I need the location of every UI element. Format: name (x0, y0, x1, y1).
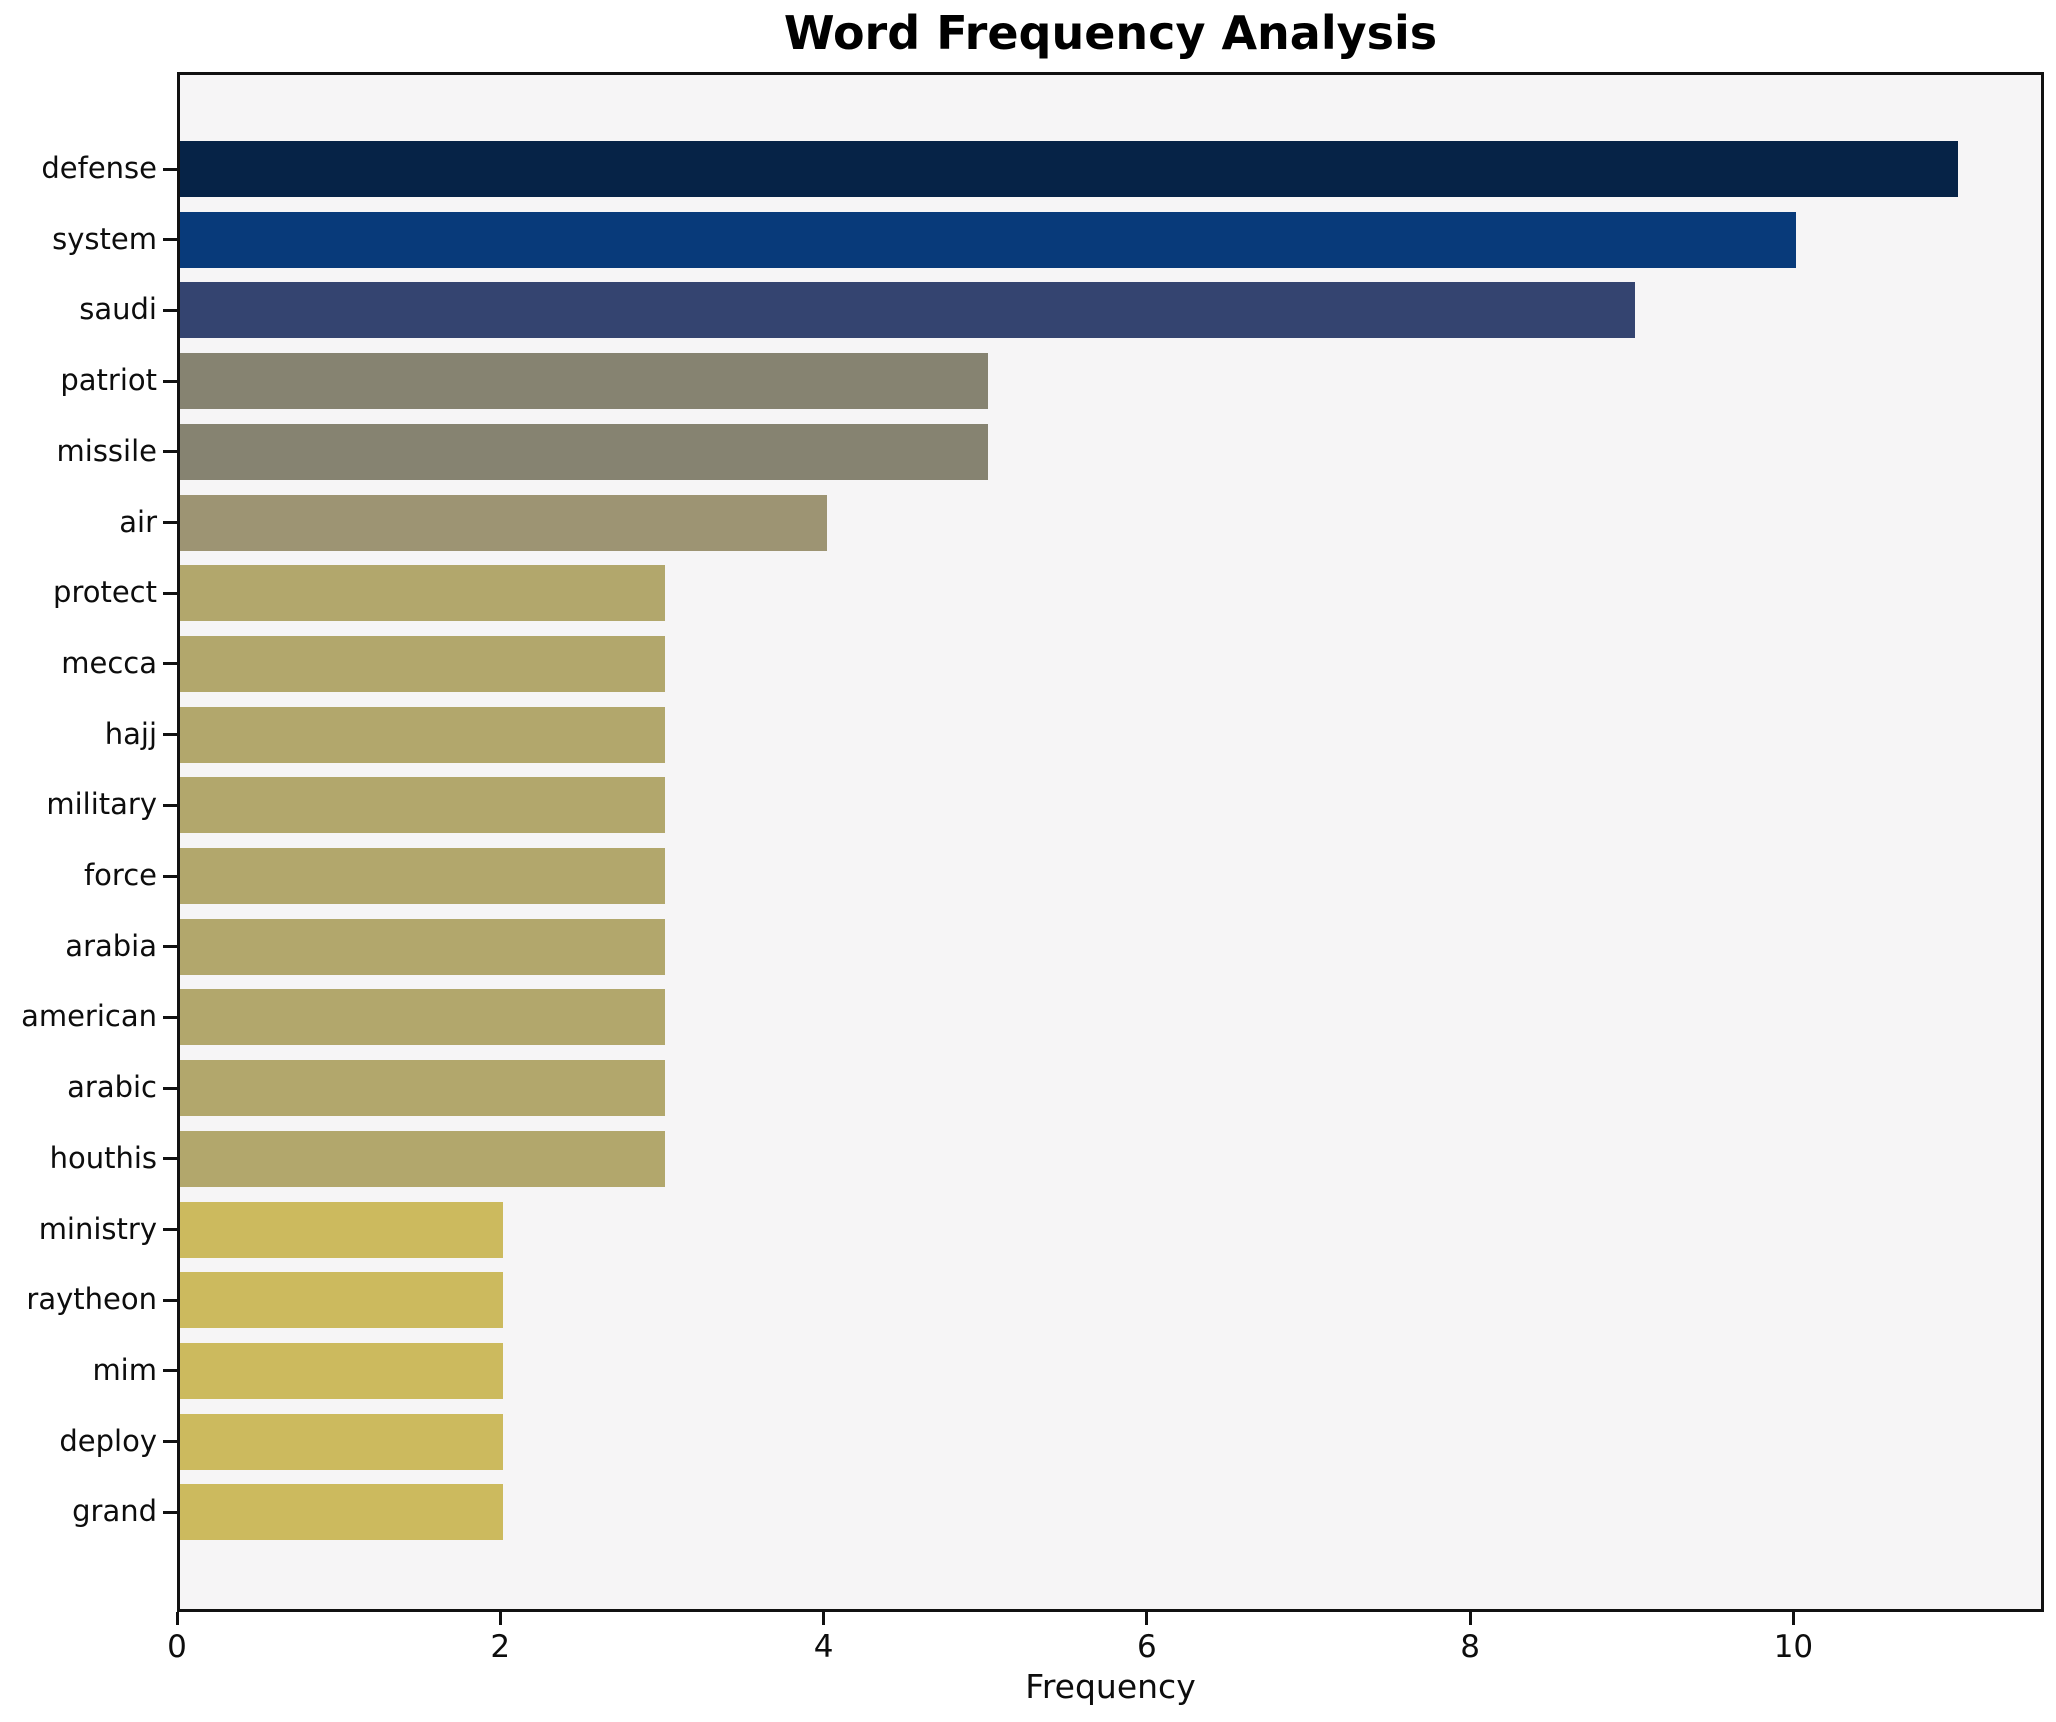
y-tick-label-system: system (52, 221, 157, 256)
bar-ministry (180, 1201, 503, 1258)
bar-missile (180, 423, 988, 480)
y-tick-label-protect: protect (53, 575, 157, 610)
y-tick-label-mim: mim (92, 1352, 157, 1387)
y-tick-label-force: force (83, 858, 157, 892)
y-tick-mark (163, 1015, 177, 1019)
bar-mecca (180, 635, 665, 692)
x-axis-label: Frequency (1025, 1667, 1196, 1706)
y-tick-label-ministry: ministry (38, 1211, 157, 1246)
bar-arabic (180, 1060, 665, 1117)
x-tick-mark (822, 1612, 826, 1625)
y-tick-mark (163, 1369, 177, 1373)
bar-hajj (180, 706, 665, 763)
x-tick-mark (498, 1612, 502, 1625)
y-tick-mark (163, 1157, 177, 1161)
chart-title: Word Frequency Analysis (783, 6, 1438, 60)
bar-american (180, 989, 665, 1046)
y-tick-mark (163, 308, 177, 312)
x-tick-label-4: 4 (813, 1629, 834, 1665)
y-tick-mark (163, 874, 177, 878)
bar-houthis (180, 1130, 665, 1187)
y-tick-mark (163, 521, 177, 524)
y-tick-mark (163, 1298, 177, 1302)
y-tick-label-saudi: saudi (79, 292, 157, 327)
y-tick-label-missile: missile (56, 433, 157, 468)
y-tick-label-american: american (21, 999, 157, 1034)
bar-arabia (180, 918, 665, 975)
y-tick-mark (163, 1086, 177, 1090)
bar-saudi (180, 282, 1635, 339)
y-tick-mark (163, 803, 177, 807)
x-tick-label-2: 2 (490, 1629, 511, 1665)
bar-patriot (180, 353, 988, 410)
y-tick-mark (163, 167, 177, 171)
bar-military (180, 777, 665, 834)
y-tick-label-mecca: mecca (61, 645, 157, 680)
x-tick-mark (1145, 1612, 1149, 1625)
y-tick-mark (163, 591, 177, 595)
y-tick-label-deploy: deploy (59, 1423, 157, 1458)
bar-mim (180, 1342, 503, 1399)
bar-protect (180, 565, 665, 622)
x-tick-label-6: 6 (1136, 1629, 1157, 1665)
y-tick-mark (163, 733, 177, 737)
x-tick-mark (1791, 1612, 1795, 1625)
y-tick-mark (163, 945, 177, 949)
y-tick-mark (163, 238, 177, 242)
y-tick-mark (163, 1510, 177, 1514)
x-tick-label-8: 8 (1460, 1629, 1481, 1665)
bar-grand (180, 1484, 503, 1541)
y-tick-label-hajj: hajj (104, 716, 157, 751)
y-tick-label-arabia: arabia (65, 928, 157, 963)
y-tick-mark (163, 450, 177, 454)
y-tick-mark (163, 662, 177, 666)
y-tick-label-arabic: arabic (67, 1070, 157, 1105)
x-tick-label-10: 10 (1773, 1629, 1814, 1665)
y-tick-mark (163, 1440, 177, 1444)
y-tick-label-military: military (46, 787, 157, 822)
y-tick-mark (163, 1228, 177, 1231)
y-tick-label-grand: grand (72, 1494, 157, 1529)
bar-system (180, 211, 1796, 268)
y-tick-label-patriot: patriot (60, 363, 157, 398)
y-tick-label-raytheon: raytheon (26, 1282, 157, 1317)
bar-air (180, 494, 827, 551)
y-tick-mark (163, 379, 177, 383)
x-tick-mark (1468, 1612, 1472, 1625)
bar-raytheon (180, 1272, 503, 1329)
x-tick-mark (175, 1612, 179, 1625)
y-tick-label-defense: defense (41, 151, 157, 185)
bar-deploy (180, 1413, 503, 1470)
bar-defense (180, 141, 1958, 197)
y-tick-label-air: air (119, 504, 157, 539)
y-tick-label-houthis: houthis (49, 1140, 157, 1175)
x-tick-label-0: 0 (167, 1629, 187, 1665)
bar-force (180, 848, 665, 904)
